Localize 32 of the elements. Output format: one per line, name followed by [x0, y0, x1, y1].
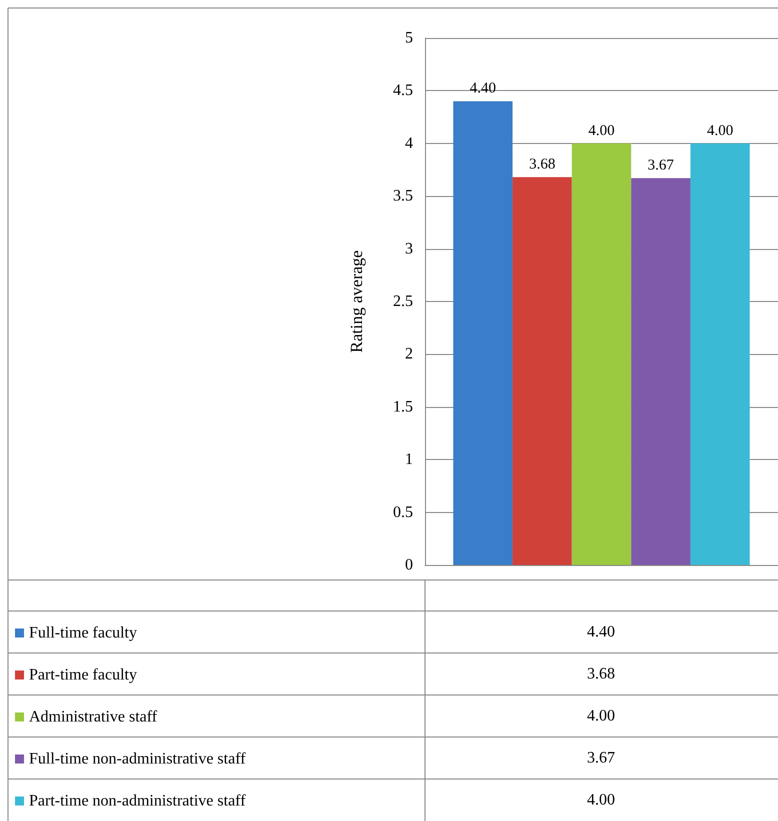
bar — [690, 143, 750, 565]
y-tick-label: 2.5 — [393, 293, 413, 310]
y-tick-label: 5 — [405, 30, 413, 46]
data-label: 3.68 — [529, 156, 556, 173]
y-tick-label: 3.5 — [393, 188, 413, 205]
y-axis-title: Rating average — [347, 250, 366, 353]
text: 4.00 — [587, 792, 615, 808]
text: 4.40 — [587, 624, 615, 640]
legend-label: Full-time non-administrative staff — [29, 750, 246, 768]
data-label: 4.00 — [706, 122, 734, 139]
legend-label: Administrative staff — [29, 708, 158, 726]
y-tick-label: 4.5 — [393, 82, 413, 100]
bar — [631, 178, 690, 565]
data-label: 3.67 — [648, 158, 674, 174]
y-tick-label: 4 — [405, 134, 413, 152]
y-tick-label: 0.5 — [393, 504, 413, 521]
data-label: 4.40 — [470, 80, 496, 97]
bar — [512, 177, 572, 565]
y-tick-label: 1 — [405, 451, 413, 468]
legend-label: Full-time faculty — [29, 624, 137, 642]
text: 4.00 — [587, 708, 615, 724]
legend-label: Part-time non-administrative staff — [29, 792, 246, 810]
bar — [572, 143, 632, 565]
y-tick-label: 3 — [405, 240, 413, 258]
legend-label: Part-time faculty — [29, 666, 137, 684]
y-tick-label: 2 — [405, 346, 413, 363]
y-tick-label: 0 — [405, 556, 413, 574]
text: 3.68 — [587, 666, 615, 682]
text: 3.67 — [587, 750, 615, 766]
data-label: 4.00 — [588, 122, 615, 139]
bar — [453, 101, 513, 565]
y-tick-label: 1.5 — [393, 398, 413, 416]
